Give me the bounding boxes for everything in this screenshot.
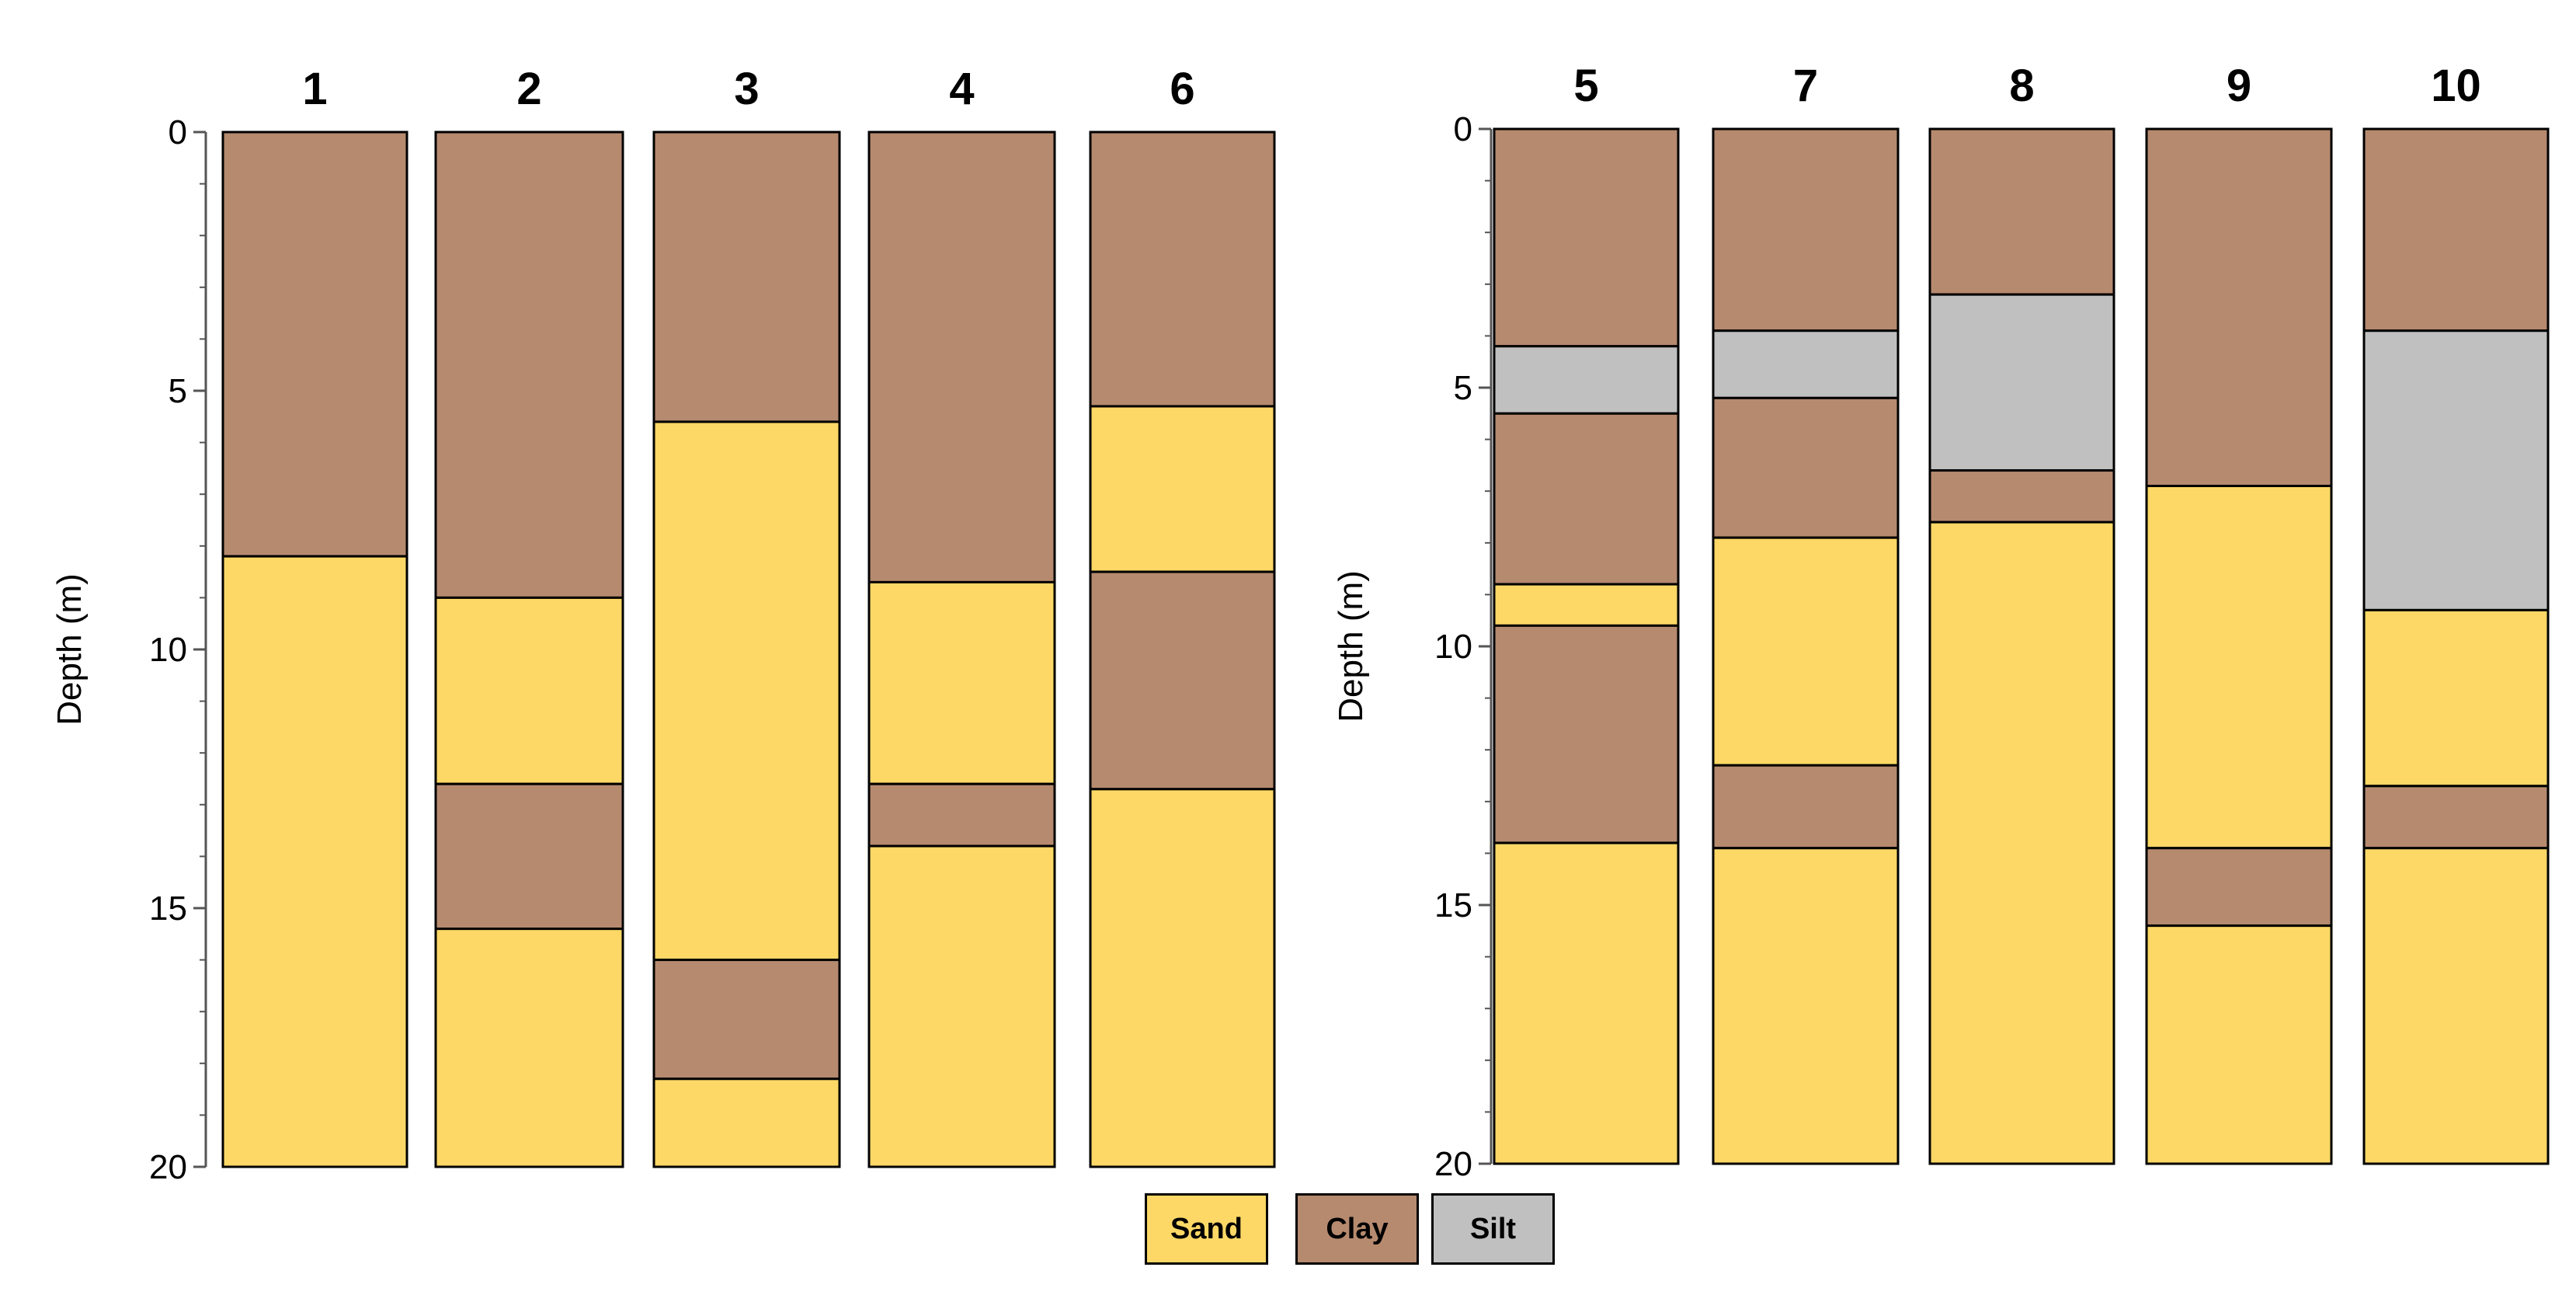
layer-silt <box>2362 329 2550 611</box>
layer-sand <box>867 844 1056 1168</box>
layer-clay <box>1928 469 2115 524</box>
layer-clay <box>2362 127 2550 332</box>
layer-clay <box>2362 785 2550 850</box>
layer-clay <box>652 131 841 423</box>
layer-silt <box>1712 329 1900 399</box>
depth-tick-label: 5 <box>1454 369 1472 407</box>
depth-tick-label: 10 <box>149 631 187 669</box>
depth-tick-label: 15 <box>149 889 187 928</box>
layer-sand <box>434 928 624 1168</box>
layer-sand <box>867 580 1056 785</box>
borehole-label: 1 <box>302 64 327 114</box>
borehole-4: 4 <box>867 64 1056 1168</box>
borehole-label: 4 <box>949 64 974 114</box>
layer-clay <box>1928 127 2115 296</box>
borehole-label: 9 <box>2227 61 2251 111</box>
borehole-6: 6 <box>1089 64 1276 1168</box>
depth-tick-label: 5 <box>169 372 187 410</box>
legend: Sand Clay Silt <box>0 1193 2576 1271</box>
depth-tick-label: 0 <box>169 113 187 151</box>
borehole-label: 7 <box>1793 61 1818 111</box>
layer-sand <box>2145 924 2333 1165</box>
layer-clay <box>867 782 1056 848</box>
depth-tick-label: 10 <box>1434 628 1472 666</box>
layer-sand <box>1493 841 1680 1165</box>
layer-clay <box>1712 764 1900 850</box>
legend-label-silt: Silt <box>1469 1212 1517 1245</box>
layer-silt <box>1493 345 1680 415</box>
borehole-label: 5 <box>1573 61 1598 111</box>
layer-clay <box>434 131 624 599</box>
legend-item-sand: Sand <box>1145 1193 1268 1265</box>
panel-1: 0 5 10 15 20 Depth (m) 1 2 3 4 6 <box>50 64 1276 1186</box>
borehole-10: 10 <box>2362 61 2550 1165</box>
layer-clay <box>1493 624 1680 844</box>
layer-silt <box>1928 293 2115 472</box>
layer-sand <box>1493 583 1680 627</box>
layer-sand <box>2362 608 2550 788</box>
layer-sand <box>221 555 408 1168</box>
borehole-7: 7 <box>1712 61 1900 1165</box>
legend-item-clay: Clay <box>1295 1193 1419 1265</box>
borehole-9: 9 <box>2145 61 2333 1165</box>
legend-label-clay: Clay <box>1326 1212 1389 1245</box>
layer-clay <box>1712 127 1900 332</box>
depth-axis-title: Depth (m) <box>1332 570 1370 722</box>
layer-sand <box>1089 788 1276 1168</box>
borehole-label: 8 <box>2009 61 2034 111</box>
layer-clay <box>1712 396 1900 539</box>
layer-sand <box>1089 405 1276 573</box>
layer-sand <box>2145 485 2333 850</box>
depth-tick-label: 0 <box>1454 110 1472 148</box>
depth-tick-label: 20 <box>149 1148 187 1186</box>
layer-clay <box>652 959 841 1081</box>
layer-sand <box>652 1077 841 1168</box>
layer-sand <box>1928 520 2115 1165</box>
depth-tick-label: 15 <box>1434 886 1472 924</box>
layer-clay <box>1493 412 1680 586</box>
layer-clay <box>2145 847 2333 928</box>
borehole-label: 2 <box>516 64 541 114</box>
layer-clay <box>1089 131 1276 408</box>
layer-clay <box>434 782 624 931</box>
layer-sand <box>1712 536 1900 767</box>
borehole-label: 3 <box>734 64 759 114</box>
layer-clay <box>2145 127 2333 488</box>
borehole-3: 3 <box>652 64 841 1168</box>
layer-clay <box>221 131 408 558</box>
borehole-label: 10 <box>2431 61 2481 111</box>
depth-axis-title: Depth (m) <box>50 573 89 726</box>
layer-clay <box>1493 127 1680 348</box>
borehole-1: 1 <box>221 64 408 1168</box>
layer-sand <box>652 420 841 962</box>
legend-label-sand: Sand <box>1170 1212 1243 1245</box>
borehole-8: 8 <box>1928 61 2115 1165</box>
borehole-2: 2 <box>434 64 624 1168</box>
panel-2: 0 5 10 15 20 Depth (m) 5 7 8 9 10 <box>1332 61 2550 1183</box>
legend-item-silt: Silt <box>1431 1193 1555 1265</box>
depth-tick-label: 20 <box>1434 1145 1472 1183</box>
borehole-label: 6 <box>1170 64 1194 114</box>
layer-sand <box>2362 847 2550 1165</box>
layer-sand <box>1712 847 1900 1165</box>
layer-sand <box>434 596 624 785</box>
layer-clay <box>1089 570 1276 791</box>
layer-clay <box>867 131 1056 583</box>
borehole-5: 5 <box>1493 61 1680 1165</box>
